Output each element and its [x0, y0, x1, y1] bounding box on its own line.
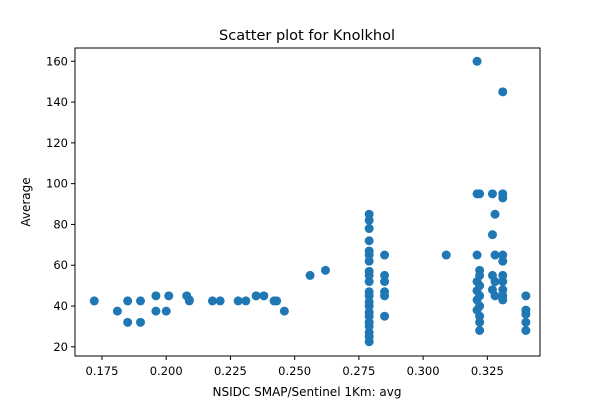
data-point — [521, 317, 531, 327]
x-tick-label: 0.300 — [407, 364, 440, 378]
data-point — [498, 193, 508, 203]
data-point — [184, 296, 194, 306]
data-point — [89, 296, 99, 306]
y-tick-label: 20 — [53, 340, 68, 354]
data-point — [259, 291, 269, 301]
data-point — [320, 265, 330, 275]
data-point — [251, 291, 261, 301]
data-point — [136, 296, 146, 306]
data-point — [364, 215, 374, 225]
y-axis-label: Average — [19, 177, 33, 226]
data-point — [272, 296, 282, 306]
data-point — [123, 296, 133, 306]
data-point — [475, 189, 485, 199]
data-point — [521, 309, 531, 319]
data-point — [364, 277, 374, 287]
chart-title: Scatter plot for Knolkhol — [219, 28, 395, 44]
x-tick-label: 0.175 — [86, 364, 119, 378]
data-point — [475, 317, 485, 327]
x-tick-label: 0.325 — [471, 364, 504, 378]
y-axis: 20 40 60 80 100 120 140 160 — [46, 54, 75, 354]
data-point — [490, 209, 500, 219]
data-point — [380, 277, 390, 287]
data-point — [521, 291, 531, 301]
data-point — [215, 296, 225, 306]
points-layer — [89, 56, 531, 347]
data-point — [123, 317, 133, 327]
data-point — [490, 277, 500, 287]
data-point — [380, 250, 390, 260]
x-tick-label: 0.225 — [214, 364, 247, 378]
y-tick-label: 120 — [46, 136, 68, 150]
data-point — [364, 256, 374, 266]
data-point — [161, 306, 171, 316]
data-point — [441, 250, 451, 260]
data-point — [305, 270, 315, 280]
x-axis-label: NSIDC SMAP/Sentinel 1Km: avg — [213, 385, 402, 399]
x-tick-label: 0.200 — [150, 364, 183, 378]
data-point — [164, 291, 174, 301]
data-point — [490, 291, 500, 301]
data-point — [498, 295, 508, 305]
data-point — [487, 189, 497, 199]
data-point — [364, 224, 374, 234]
data-point — [472, 250, 482, 260]
data-point — [487, 230, 497, 240]
data-point — [475, 326, 485, 335]
data-point — [521, 326, 531, 335]
data-point — [472, 56, 482, 66]
x-axis: 0.175 0.200 0.225 0.250 0.275 0.300 0.325 — [86, 356, 504, 378]
y-tick-label: 140 — [46, 95, 68, 109]
data-point — [498, 277, 508, 287]
data-point — [498, 256, 508, 266]
data-point — [207, 296, 217, 306]
data-point — [241, 296, 251, 306]
data-point — [380, 311, 390, 321]
y-tick-label: 80 — [53, 217, 68, 231]
plot-frame — [74, 47, 541, 357]
data-point — [233, 296, 243, 306]
y-tick-label: 60 — [53, 258, 68, 272]
y-tick-label: 160 — [46, 54, 68, 68]
y-tick-label: 40 — [53, 299, 68, 313]
data-point — [364, 236, 374, 246]
data-point — [136, 317, 146, 327]
y-tick-label: 100 — [46, 177, 68, 191]
data-point — [151, 291, 161, 301]
x-tick-label: 0.275 — [342, 364, 375, 378]
data-point — [364, 337, 374, 347]
data-point — [112, 306, 122, 316]
x-tick-label: 0.250 — [278, 364, 311, 378]
data-point — [151, 306, 161, 316]
data-point — [490, 250, 500, 260]
data-point — [498, 87, 508, 97]
data-point — [279, 306, 289, 316]
data-point — [380, 291, 390, 301]
